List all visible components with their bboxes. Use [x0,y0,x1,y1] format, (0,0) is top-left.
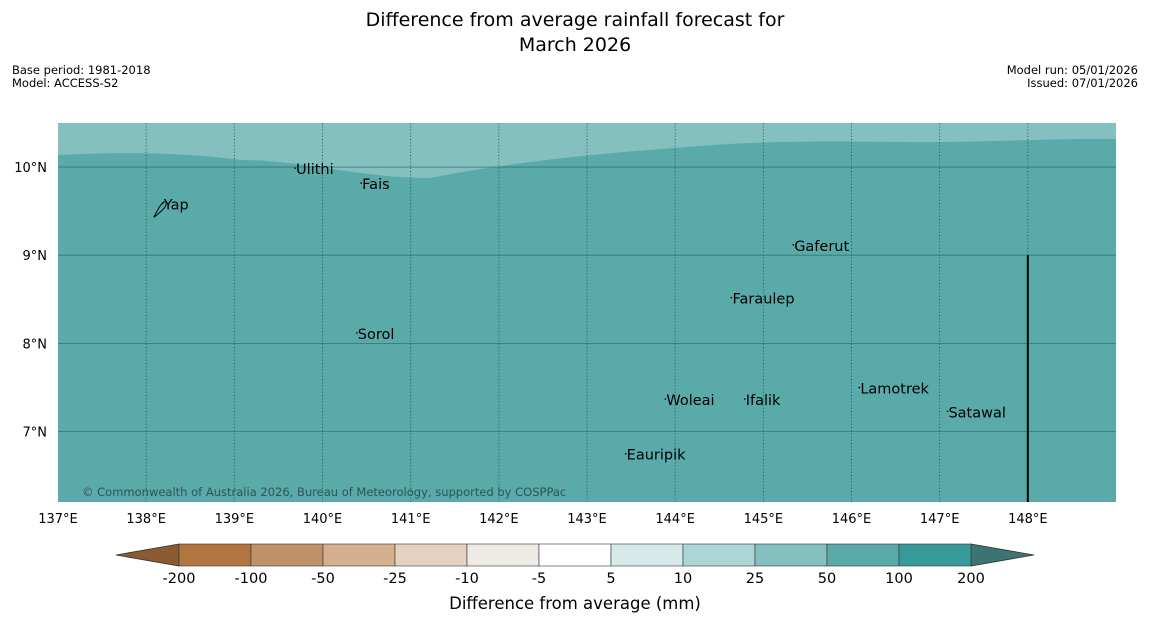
colorbar-tick-label: 10 [674,571,692,587]
place-label: Faraulep [732,292,794,308]
place-label: Gaferut [794,239,849,255]
island-marker [294,167,296,169]
colorbar-tick-label: 25 [746,571,764,587]
copyright-text: © Commonwealth of Australia 2026, Bureau… [82,485,566,499]
colorbar-swatch [322,543,396,567]
metadata-left: Base period: 1981-2018 Model: ACCESS-S2 [12,64,151,90]
lat-tick-label: 9°N [23,249,48,264]
island-yap-outline [153,200,167,218]
island-marker [624,452,627,455]
island-marker [730,296,733,299]
colorbar-swatch [178,543,252,567]
chart-title: Difference from average rainfall forecas… [0,8,1150,58]
lon-tick-label: 142°E [479,512,519,527]
colorbar-tick-label: -50 [311,571,335,587]
colorbar-label: Difference from average (mm) [449,594,701,613]
colorbar-swatch [466,543,540,567]
colorbar-swatch [538,543,612,567]
colorbar-swatch [250,543,324,567]
colorbar-under-arrow [115,543,180,567]
colorbar-swatch [610,543,684,567]
lon-tick-label: 147°E [920,512,960,527]
model-run-text: Model run: 05/01/2026 [1006,63,1138,77]
lat-tick-label: 7°N [23,425,48,440]
colorbar-swatch [682,543,756,567]
island-marker [743,398,746,400]
colorbar-swatch [394,543,468,567]
colorbar-tick-label: 50 [818,571,836,587]
island-marker [858,386,861,389]
lat-tick-label: 8°N [23,337,48,352]
place-label: Ifalik [746,393,781,409]
colorbar-tick-label: 100 [885,571,913,587]
place-label: Yap [163,197,189,213]
colorbar-swatch [754,543,828,567]
colorbar-tick-label: -100 [235,571,268,587]
place-label: Sorol [358,327,395,343]
base-period-text: Base period: 1981-2018 [12,63,151,77]
place-label: Woleai [666,393,714,409]
island-marker [792,244,794,246]
island-marker [162,202,164,205]
colorbar-tick-label: -200 [163,571,196,587]
lon-tick-label: 148°E [1008,512,1048,527]
place-label: Eauripik [627,448,686,464]
colorbar-swatch [826,543,900,567]
issued-text: Issued: 07/01/2026 [1027,76,1138,90]
colorbar-over-arrow [970,543,1035,567]
lon-tick-label: 143°E [567,512,607,527]
lon-tick-label: 140°E [303,512,343,527]
colorbar-tick-label: -10 [455,571,479,587]
metadata-right: Model run: 05/01/2026 Issued: 07/01/2026 [1007,64,1138,90]
lon-tick-label: 137°E [38,512,78,527]
lon-tick-label: 138°E [126,512,166,527]
place-label: Satawal [948,405,1005,421]
lon-tick-label: 144°E [655,512,695,527]
lon-tick-label: 146°E [832,512,872,527]
lat-tick-label: 10°N [14,161,47,176]
colorbar-tick-label: -25 [383,571,407,587]
lon-tick-label: 141°E [391,512,431,527]
colorbar-swatch [898,543,972,567]
place-label: Lamotrek [860,382,929,398]
colorbar-tick-label: -5 [532,571,546,587]
model-text: Model: ACCESS-S2 [12,76,119,90]
title-line-1: Difference from average rainfall forecas… [365,9,785,31]
island-marker [360,182,362,184]
title-line-2: March 2026 [518,34,632,56]
island-marker [664,398,667,400]
colorbar-tick-label: 5 [606,571,615,587]
place-label: Ulithi [296,162,334,178]
island-marker [946,410,949,413]
lon-tick-label: 139°E [215,512,255,527]
island-marker [355,332,358,334]
colorbar-tick-label: 200 [957,571,985,587]
lon-tick-label: 145°E [744,512,784,527]
place-label: Fais [362,177,389,193]
